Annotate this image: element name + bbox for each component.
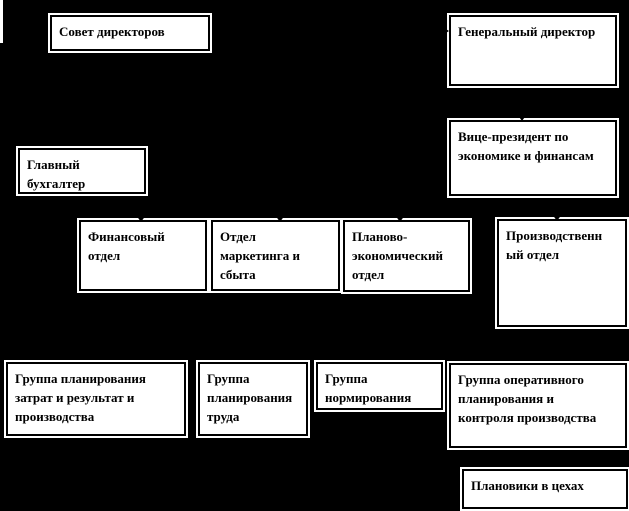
node-vice-president-economics-finance: Вице-президент по экономике и финансам (449, 120, 617, 196)
connector-arrowhead-down-icon (552, 214, 562, 221)
node-operational-planning-control-group: Группа оперативного планирования и контр… (449, 363, 627, 448)
connector-arrowhead-down-icon (275, 215, 285, 222)
node-rationing-group: Группа нормирования (316, 362, 443, 410)
left-edge-white-strip (0, 0, 3, 43)
node-chief-accountant: Главный бухгалтер (18, 148, 146, 194)
node-general-director: Генеральный директор (449, 15, 617, 86)
connector-arrowhead-down-icon (136, 215, 146, 222)
node-board-of-directors: Совет директоров (50, 15, 210, 51)
node-marketing-sales-department: Отдел маркетинга и сбыта (211, 220, 340, 291)
node-production-department: Производственн ый отдел (497, 219, 627, 327)
connector-arrowhead-down-icon (395, 215, 405, 222)
connector-arrowhead-down-icon (517, 114, 527, 121)
node-finance-department: Финансовый отдел (79, 220, 207, 291)
node-cost-results-production-planning-group: Группа планирования затрат и результат и… (6, 362, 186, 436)
node-labor-planning-group: Группа планирования труда (198, 362, 308, 436)
connector-arrowhead-right-icon (441, 26, 449, 36)
node-planning-economic-department: Планово- экономический отдел (343, 220, 470, 292)
node-shop-planners: Плановики в цехах (462, 469, 628, 509)
